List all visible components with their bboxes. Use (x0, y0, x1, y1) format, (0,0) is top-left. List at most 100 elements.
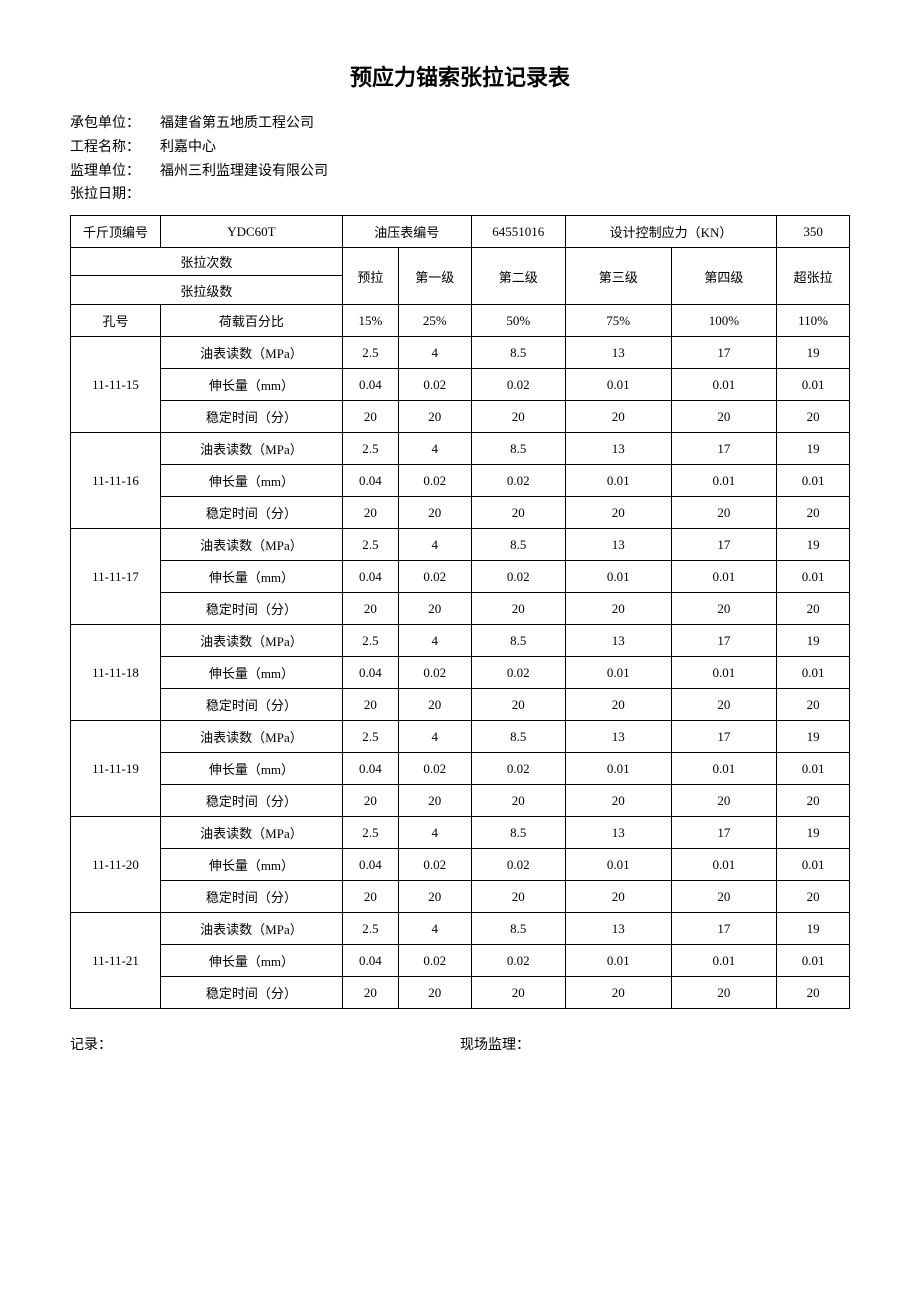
value-cell: 0.02 (398, 849, 471, 881)
gauge-no-label: 油压表编号 (342, 216, 471, 248)
table-row: 伸长量（mm）0.040.020.020.010.010.01 (71, 753, 850, 785)
meta-supervisor: 监理单位： 福州三利监理建设有限公司 (70, 160, 850, 184)
value-cell: 0.01 (565, 657, 671, 689)
value-cell: 0.04 (342, 369, 398, 401)
value-cell: 4 (398, 913, 471, 945)
value-cell: 19 (777, 721, 850, 753)
value-cell: 13 (565, 433, 671, 465)
value-cell: 20 (777, 785, 850, 817)
table-row: 11-11-19油表读数（MPa）2.548.5131719 (71, 721, 850, 753)
hole-cell: 11-11-16 (71, 433, 161, 529)
value-cell: 2.5 (342, 433, 398, 465)
value-cell: 20 (671, 785, 777, 817)
param-label-cell: 稳定时间（分） (161, 689, 343, 721)
param-label-cell: 伸长量（mm） (161, 945, 343, 977)
value-cell: 4 (398, 529, 471, 561)
table-row: 11-11-15油表读数（MPa）2.548.5131719 (71, 337, 850, 369)
jack-no-label: 千斤顶编号 (71, 216, 161, 248)
value-cell: 0.01 (671, 657, 777, 689)
param-label-cell: 稳定时间（分） (161, 497, 343, 529)
value-cell: 0.04 (342, 849, 398, 881)
load-pct-label: 荷载百分比 (161, 305, 343, 337)
value-cell: 8.5 (471, 337, 565, 369)
page-title: 预应力锚索张拉记录表 (70, 60, 850, 92)
value-cell: 20 (398, 401, 471, 433)
value-cell: 0.02 (398, 753, 471, 785)
value-cell: 0.01 (777, 465, 850, 497)
value-cell: 17 (671, 817, 777, 849)
value-cell: 19 (777, 913, 850, 945)
value-cell: 0.04 (342, 465, 398, 497)
design-force-value: 350 (777, 216, 850, 248)
value-cell: 0.01 (671, 753, 777, 785)
stage-level1: 第一级 (398, 248, 471, 305)
design-force-label: 设计控制应力（KN） (565, 216, 776, 248)
value-cell: 17 (671, 721, 777, 753)
header-row-3: 孔号 荷载百分比 15% 25% 50% 75% 100% 110% (71, 305, 850, 337)
date-label: 张拉日期： (70, 183, 160, 207)
hole-cell: 11-11-17 (71, 529, 161, 625)
value-cell: 20 (565, 689, 671, 721)
value-cell: 20 (777, 497, 850, 529)
table-row: 伸长量（mm）0.040.020.020.010.010.01 (71, 561, 850, 593)
value-cell: 2.5 (342, 625, 398, 657)
hole-cell: 11-11-19 (71, 721, 161, 817)
value-cell: 13 (565, 529, 671, 561)
value-cell: 8.5 (471, 433, 565, 465)
value-cell: 0.01 (565, 465, 671, 497)
table-row: 伸长量（mm）0.040.020.020.010.010.01 (71, 945, 850, 977)
value-cell: 20 (342, 977, 398, 1009)
value-cell: 20 (471, 401, 565, 433)
param-label-cell: 伸长量（mm） (161, 369, 343, 401)
value-cell: 20 (342, 785, 398, 817)
value-cell: 20 (398, 881, 471, 913)
value-cell: 20 (671, 497, 777, 529)
value-cell: 0.02 (398, 657, 471, 689)
value-cell: 8.5 (471, 721, 565, 753)
supervisor-value: 福州三利监理建设有限公司 (160, 160, 850, 184)
supervisor-label: 监理单位： (70, 160, 160, 184)
pct-15: 15% (342, 305, 398, 337)
value-cell: 0.02 (398, 945, 471, 977)
pct-25: 25% (398, 305, 471, 337)
value-cell: 20 (342, 881, 398, 913)
value-cell: 2.5 (342, 913, 398, 945)
value-cell: 0.02 (398, 561, 471, 593)
table-row: 11-11-17油表读数（MPa）2.548.5131719 (71, 529, 850, 561)
value-cell: 0.01 (565, 369, 671, 401)
value-cell: 0.02 (471, 561, 565, 593)
value-cell: 0.01 (565, 849, 671, 881)
value-cell: 19 (777, 625, 850, 657)
value-cell: 0.01 (565, 945, 671, 977)
value-cell: 0.04 (342, 561, 398, 593)
value-cell: 19 (777, 529, 850, 561)
meta-block: 承包单位： 福建省第五地质工程公司 工程名称： 利嘉中心 监理单位： 福州三利监… (70, 112, 850, 207)
value-cell: 0.04 (342, 753, 398, 785)
value-cell: 0.01 (565, 753, 671, 785)
value-cell: 20 (565, 785, 671, 817)
table-row: 稳定时间（分）202020202020 (71, 785, 850, 817)
table-row: 稳定时间（分）202020202020 (71, 593, 850, 625)
value-cell: 13 (565, 913, 671, 945)
value-cell: 0.01 (777, 561, 850, 593)
value-cell: 20 (471, 881, 565, 913)
value-cell: 0.01 (777, 945, 850, 977)
value-cell: 13 (565, 817, 671, 849)
table-row: 稳定时间（分）202020202020 (71, 401, 850, 433)
gauge-no-value: 64551016 (471, 216, 565, 248)
table-row: 伸长量（mm）0.040.020.020.010.010.01 (71, 369, 850, 401)
value-cell: 0.04 (342, 945, 398, 977)
value-cell: 0.01 (777, 849, 850, 881)
value-cell: 4 (398, 625, 471, 657)
pct-75: 75% (565, 305, 671, 337)
footer-record: 记录： (70, 1034, 460, 1054)
value-cell: 8.5 (471, 913, 565, 945)
footer-supervisor: 现场监理： (460, 1034, 850, 1054)
value-cell: 20 (471, 785, 565, 817)
header-row-2: 张拉次数 张拉级数 预拉 第一级 第二级 第三级 第四级 超张拉 (71, 248, 850, 305)
table-row: 伸长量（mm）0.040.020.020.010.010.01 (71, 849, 850, 881)
value-cell: 20 (471, 593, 565, 625)
value-cell: 0.02 (471, 369, 565, 401)
hole-cell: 11-11-15 (71, 337, 161, 433)
value-cell: 20 (565, 593, 671, 625)
